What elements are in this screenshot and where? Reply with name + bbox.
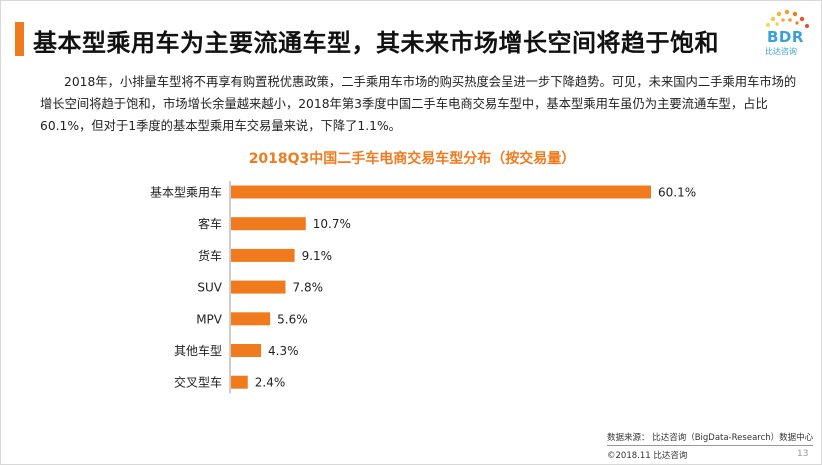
value-label: 4.3%	[268, 344, 299, 358]
category-label: MPV	[196, 312, 223, 326]
value-label: 5.6%	[277, 312, 308, 326]
logo-dots-icon	[766, 9, 809, 28]
chart-title: 2018Q3中国二手车电商交易车型分布（按交易量）	[248, 151, 576, 167]
title-accent-bar	[15, 22, 24, 56]
page-number: 13	[797, 449, 809, 459]
value-label: 7.8%	[293, 281, 324, 295]
bar	[231, 312, 271, 326]
category-label: 货车	[198, 248, 222, 263]
value-label: 60.1%	[658, 186, 696, 200]
page-title: 基本型乘用车为主要流通车型，其未来市场增长空间将趋于饱和	[33, 29, 719, 57]
category-label: 基本型乘用车	[150, 185, 222, 200]
category-label: SUV	[197, 281, 222, 295]
bar	[231, 375, 248, 389]
logo-text: BDR	[767, 28, 804, 46]
logo-subtitle: 比达咨询	[765, 47, 797, 56]
footer-divider	[607, 445, 813, 446]
data-source: 数据来源： 比达咨询（BigData-Research）数据中心	[607, 433, 814, 443]
category-label: 其他车型	[174, 343, 222, 358]
value-label: 2.4%	[255, 376, 285, 390]
category-label: 客车	[198, 216, 222, 231]
bar	[231, 248, 295, 262]
category-label: 交叉型车	[174, 375, 222, 390]
bar-chart: 基本型乘用车 60.1% 客车 10.7% 货车 9.1% SUV 7.8% MPV 5.6% 其他…	[150, 181, 696, 394]
body-paragraph: 2018年，小排量车型将不再享有购置税优惠政策，二手乘用车市场的购买热度会呈进一…	[40, 75, 797, 133]
bar	[231, 185, 651, 199]
copyright: ©2018.11 比达咨询	[607, 451, 688, 461]
bar	[231, 217, 306, 231]
value-label: 10.7%	[313, 217, 351, 231]
value-label: 9.1%	[302, 249, 333, 263]
bar	[231, 344, 262, 357]
bar	[231, 280, 286, 294]
bdr-logo: BDR 比达咨询	[757, 7, 817, 61]
